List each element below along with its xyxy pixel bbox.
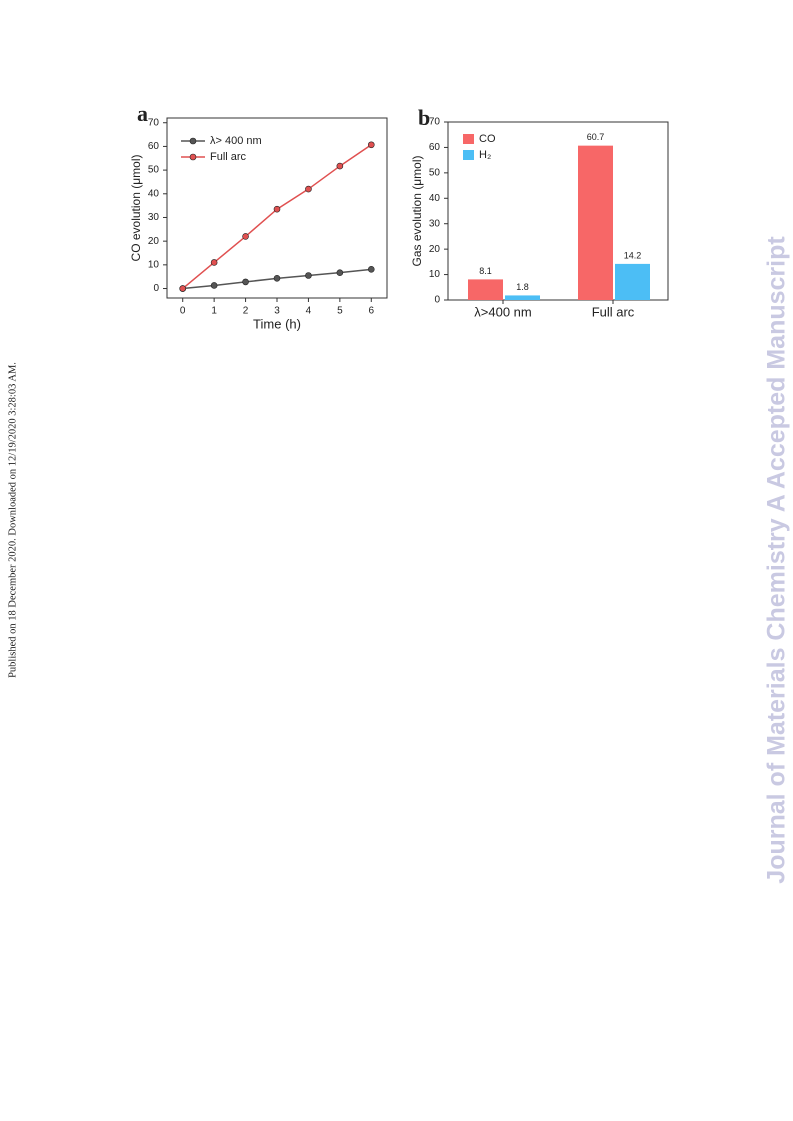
y-tick-label: 40: [148, 188, 160, 199]
y-tick-label: 60: [148, 141, 160, 152]
data-point: [336, 162, 344, 170]
y-tick-label: 10: [148, 259, 160, 270]
x-tick-label: Full arc: [592, 304, 635, 319]
x-tick-label: 3: [274, 306, 280, 317]
value-label: 1.8: [516, 282, 529, 292]
published-note: Published on 18 December 2020. Downloade…: [7, 362, 18, 678]
data-point: [242, 233, 249, 240]
data-point: [273, 205, 281, 213]
y-tick-label: 50: [148, 165, 160, 176]
bar: [468, 279, 503, 300]
value-label: 8.1: [479, 266, 492, 276]
y-tick-label: 0: [434, 295, 440, 306]
data-point: [305, 272, 312, 279]
value-label: 14.2: [624, 250, 642, 260]
y-axis-label: Gas evolution (μmol): [410, 156, 424, 267]
x-tick-label: λ>400 nm: [474, 304, 531, 319]
y-tick-label: 40: [429, 193, 441, 204]
data-point: [336, 269, 344, 276]
legend-swatch: [463, 134, 474, 144]
x-tick-label: 5: [337, 306, 343, 317]
bar: [615, 263, 650, 300]
data-point: [367, 266, 375, 273]
y-tick-label: 70: [429, 117, 441, 128]
legend-label: H₂: [479, 149, 491, 161]
bar: [578, 145, 613, 300]
data-point: [305, 185, 312, 193]
panel-label: a: [137, 101, 148, 126]
legend-label: λ> 400 nm: [210, 135, 262, 147]
value-label: 60.7: [587, 132, 605, 142]
x-axis-label: Time (h): [253, 316, 301, 331]
y-tick-label: 0: [153, 283, 159, 294]
legend-swatch: [463, 150, 474, 160]
y-tick-label: 20: [148, 236, 160, 247]
x-tick-label: 2: [243, 306, 249, 317]
legend-label: CO: [479, 133, 496, 145]
legend-marker: [189, 153, 197, 161]
data-point: [210, 259, 218, 266]
x-tick-label: 0: [180, 306, 186, 317]
y-axis-label: CO evolution (μmol): [129, 155, 143, 262]
data-point: [273, 275, 281, 282]
y-tick-label: 50: [429, 167, 441, 178]
x-tick-label: 6: [369, 306, 375, 317]
data-point: [210, 282, 218, 289]
data-point: [367, 141, 375, 149]
plot-frame: [447, 121, 669, 301]
panel-label: b: [418, 105, 430, 130]
bar: [505, 295, 540, 300]
y-tick-label: 30: [148, 212, 160, 223]
x-tick-label: 4: [306, 306, 312, 317]
data-point: [179, 285, 187, 292]
watermark: Journal of Materials Chemistry A Accepte…: [763, 236, 791, 884]
y-tick-label: 30: [429, 218, 441, 229]
y-tick-label: 10: [429, 269, 441, 280]
legend-label: Full arc: [210, 151, 247, 163]
y-tick-label: 20: [429, 244, 441, 255]
data-point: [242, 278, 249, 286]
y-tick-label: 60: [429, 142, 441, 153]
x-tick-label: 1: [211, 306, 217, 317]
legend-marker: [189, 137, 197, 145]
y-tick-label: 70: [148, 117, 160, 128]
